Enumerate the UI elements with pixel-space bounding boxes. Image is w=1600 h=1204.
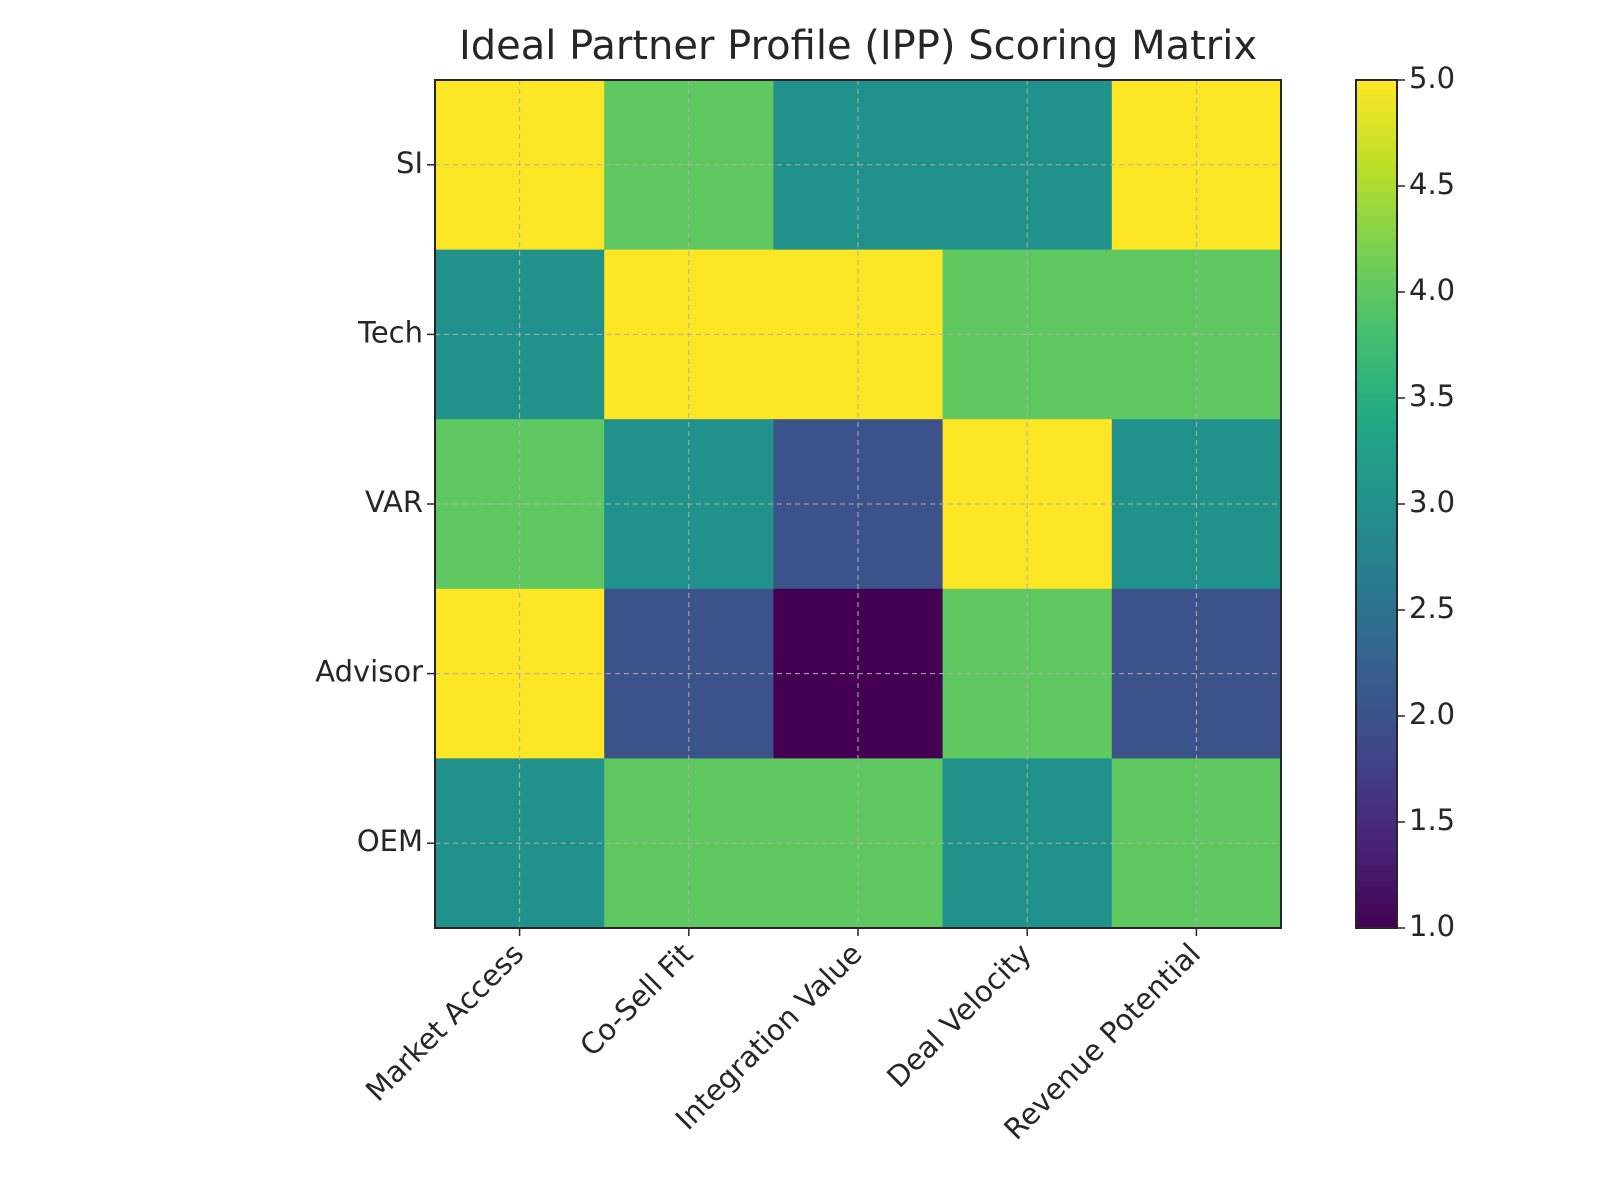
y-tick-label: Advisor (315, 655, 423, 689)
y-tick-label: VAR (365, 485, 423, 519)
x-tick-label: Deal Velocity (880, 937, 1038, 1095)
colorbar-tick-label: 1.5 (1409, 803, 1455, 837)
colorbar-tick-label: 4.5 (1409, 167, 1455, 201)
plot-frame (434, 79, 1282, 929)
chart-title: Ideal Partner Profile (IPP) Scoring Matr… (459, 23, 1257, 69)
colorbar-tick-label: 3.5 (1409, 379, 1455, 413)
colorbar-tick-label: 2.5 (1409, 591, 1455, 625)
colorbar (1355, 79, 1398, 929)
colorbar-tick-label: 5.0 (1409, 61, 1455, 95)
colorbar-tick-label: 1.0 (1409, 909, 1455, 943)
y-tick-label: OEM (357, 824, 423, 858)
colorbar-tick-label: 2.0 (1409, 697, 1455, 731)
y-tick-label: SI (396, 146, 423, 180)
x-tick-label: Integration Value (669, 937, 869, 1137)
x-tick-label: Market Access (359, 937, 530, 1108)
colorbar-tick-label: 4.0 (1409, 273, 1455, 307)
y-tick-label: Tech (357, 315, 423, 349)
colorbar-tick-label: 3.0 (1409, 485, 1455, 519)
x-tick-label: Co-Sell Fit (573, 937, 699, 1063)
